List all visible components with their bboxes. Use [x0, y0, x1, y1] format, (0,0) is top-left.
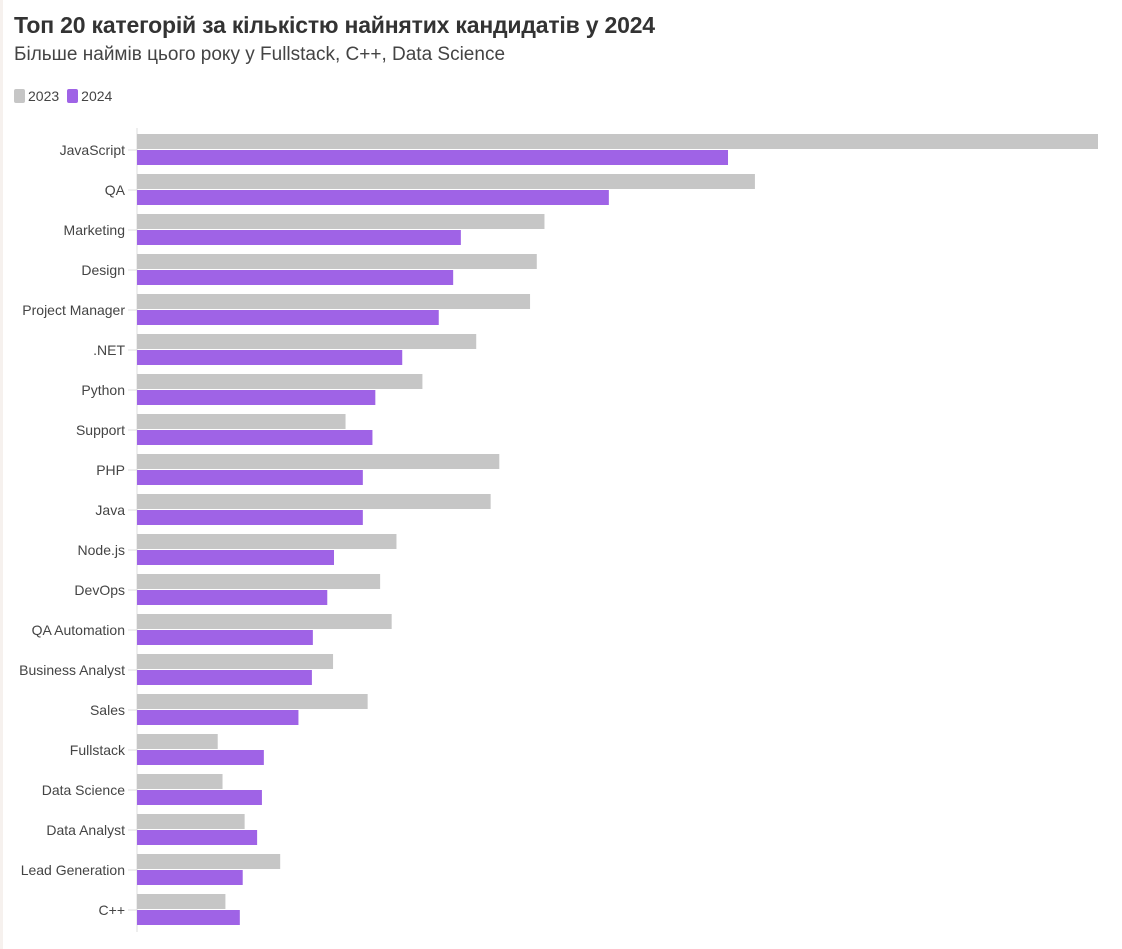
bar-2023-business-analyst[interactable] [137, 654, 334, 669]
bar-2024-node-js[interactable] [137, 550, 335, 565]
bar-2024-java[interactable] [137, 510, 363, 525]
bar-2023-data-analyst[interactable] [137, 814, 245, 829]
category-label: Lead Generation [21, 862, 125, 878]
bar-2024-data-analyst[interactable] [137, 830, 258, 845]
category-label: Design [81, 262, 125, 278]
category-label: Python [81, 382, 125, 398]
bar-2023-qa-automation[interactable] [137, 614, 392, 629]
bar-2023-lead-generation[interactable] [137, 854, 281, 869]
bar-2024-lead-generation[interactable] [137, 870, 243, 885]
category-label: Marketing [64, 222, 125, 238]
category-label: Data Analyst [46, 822, 125, 838]
bar-2024-data-science[interactable] [137, 790, 262, 805]
category-label: Node.js [78, 542, 125, 558]
bar-2024-business-analyst[interactable] [137, 670, 312, 685]
chart-title: Топ 20 категорій за кількістю найнятих к… [14, 12, 655, 38]
bar-2023-design[interactable] [137, 254, 537, 269]
bar-2024-python[interactable] [137, 390, 376, 405]
bar-2023-php[interactable] [137, 454, 500, 469]
bar-2024-project-manager[interactable] [137, 310, 439, 325]
bar-2023-java[interactable] [137, 494, 491, 509]
category-label: QA Automation [32, 622, 125, 638]
bar-2023-sales[interactable] [137, 694, 368, 709]
bar-2024-c++[interactable] [137, 910, 240, 925]
legend-item-2023[interactable]: 2023 [14, 88, 59, 104]
bar-2023-fullstack[interactable] [137, 734, 218, 749]
frame-edge [0, 0, 3, 949]
bar-2023-qa[interactable] [137, 174, 755, 189]
category-label: C++ [99, 902, 125, 918]
bar-2023--net[interactable] [137, 334, 477, 349]
bar-2023-support[interactable] [137, 414, 346, 429]
bar-2023-node-js[interactable] [137, 534, 397, 549]
legend-label-2024: 2024 [81, 88, 113, 104]
category-label: JavaScript [60, 142, 125, 158]
category-label: Support [76, 422, 125, 438]
legend-swatch-2024 [67, 89, 79, 103]
bar-2024-marketing[interactable] [137, 230, 461, 245]
bar-2024-support[interactable] [137, 430, 373, 445]
category-label: Fullstack [70, 742, 126, 758]
bar-2024-design[interactable] [137, 270, 454, 285]
bar-2023-javascript[interactable] [137, 134, 1098, 149]
category-label: Data Science [42, 782, 125, 798]
bar-2023-data-science[interactable] [137, 774, 223, 789]
bar-2024-javascript[interactable] [137, 150, 729, 165]
category-label: Project Manager [22, 302, 125, 318]
legend-item-2024[interactable]: 2024 [67, 88, 112, 104]
legend-label-2023: 2023 [28, 88, 60, 104]
bar-2024-qa[interactable] [137, 190, 609, 205]
chart-subtitle: Більше наймів цього року у Fullstack, C+… [14, 44, 506, 65]
bar-2024-devops[interactable] [137, 590, 328, 605]
category-label: DevOps [74, 582, 125, 598]
bar-2024-php[interactable] [137, 470, 363, 485]
bar-2024--net[interactable] [137, 350, 403, 365]
legend: 2023 2024 [14, 88, 112, 104]
bar-2023-python[interactable] [137, 374, 423, 389]
bar-2023-project-manager[interactable] [137, 294, 531, 309]
category-label: Sales [90, 702, 125, 718]
bar-2024-fullstack[interactable] [137, 750, 264, 765]
category-label: Business Analyst [19, 662, 125, 678]
bar-2024-sales[interactable] [137, 710, 299, 725]
legend-swatch-2023 [14, 89, 25, 103]
bar-2023-marketing[interactable] [137, 214, 545, 229]
bar-2023-c++[interactable] [137, 894, 226, 909]
category-label: PHP [96, 462, 125, 478]
category-label: Java [95, 502, 125, 518]
category-label: QA [105, 182, 126, 198]
bar-2023-devops[interactable] [137, 574, 381, 589]
bar-2024-qa-automation[interactable] [137, 630, 313, 645]
category-label: .NET [93, 342, 125, 358]
